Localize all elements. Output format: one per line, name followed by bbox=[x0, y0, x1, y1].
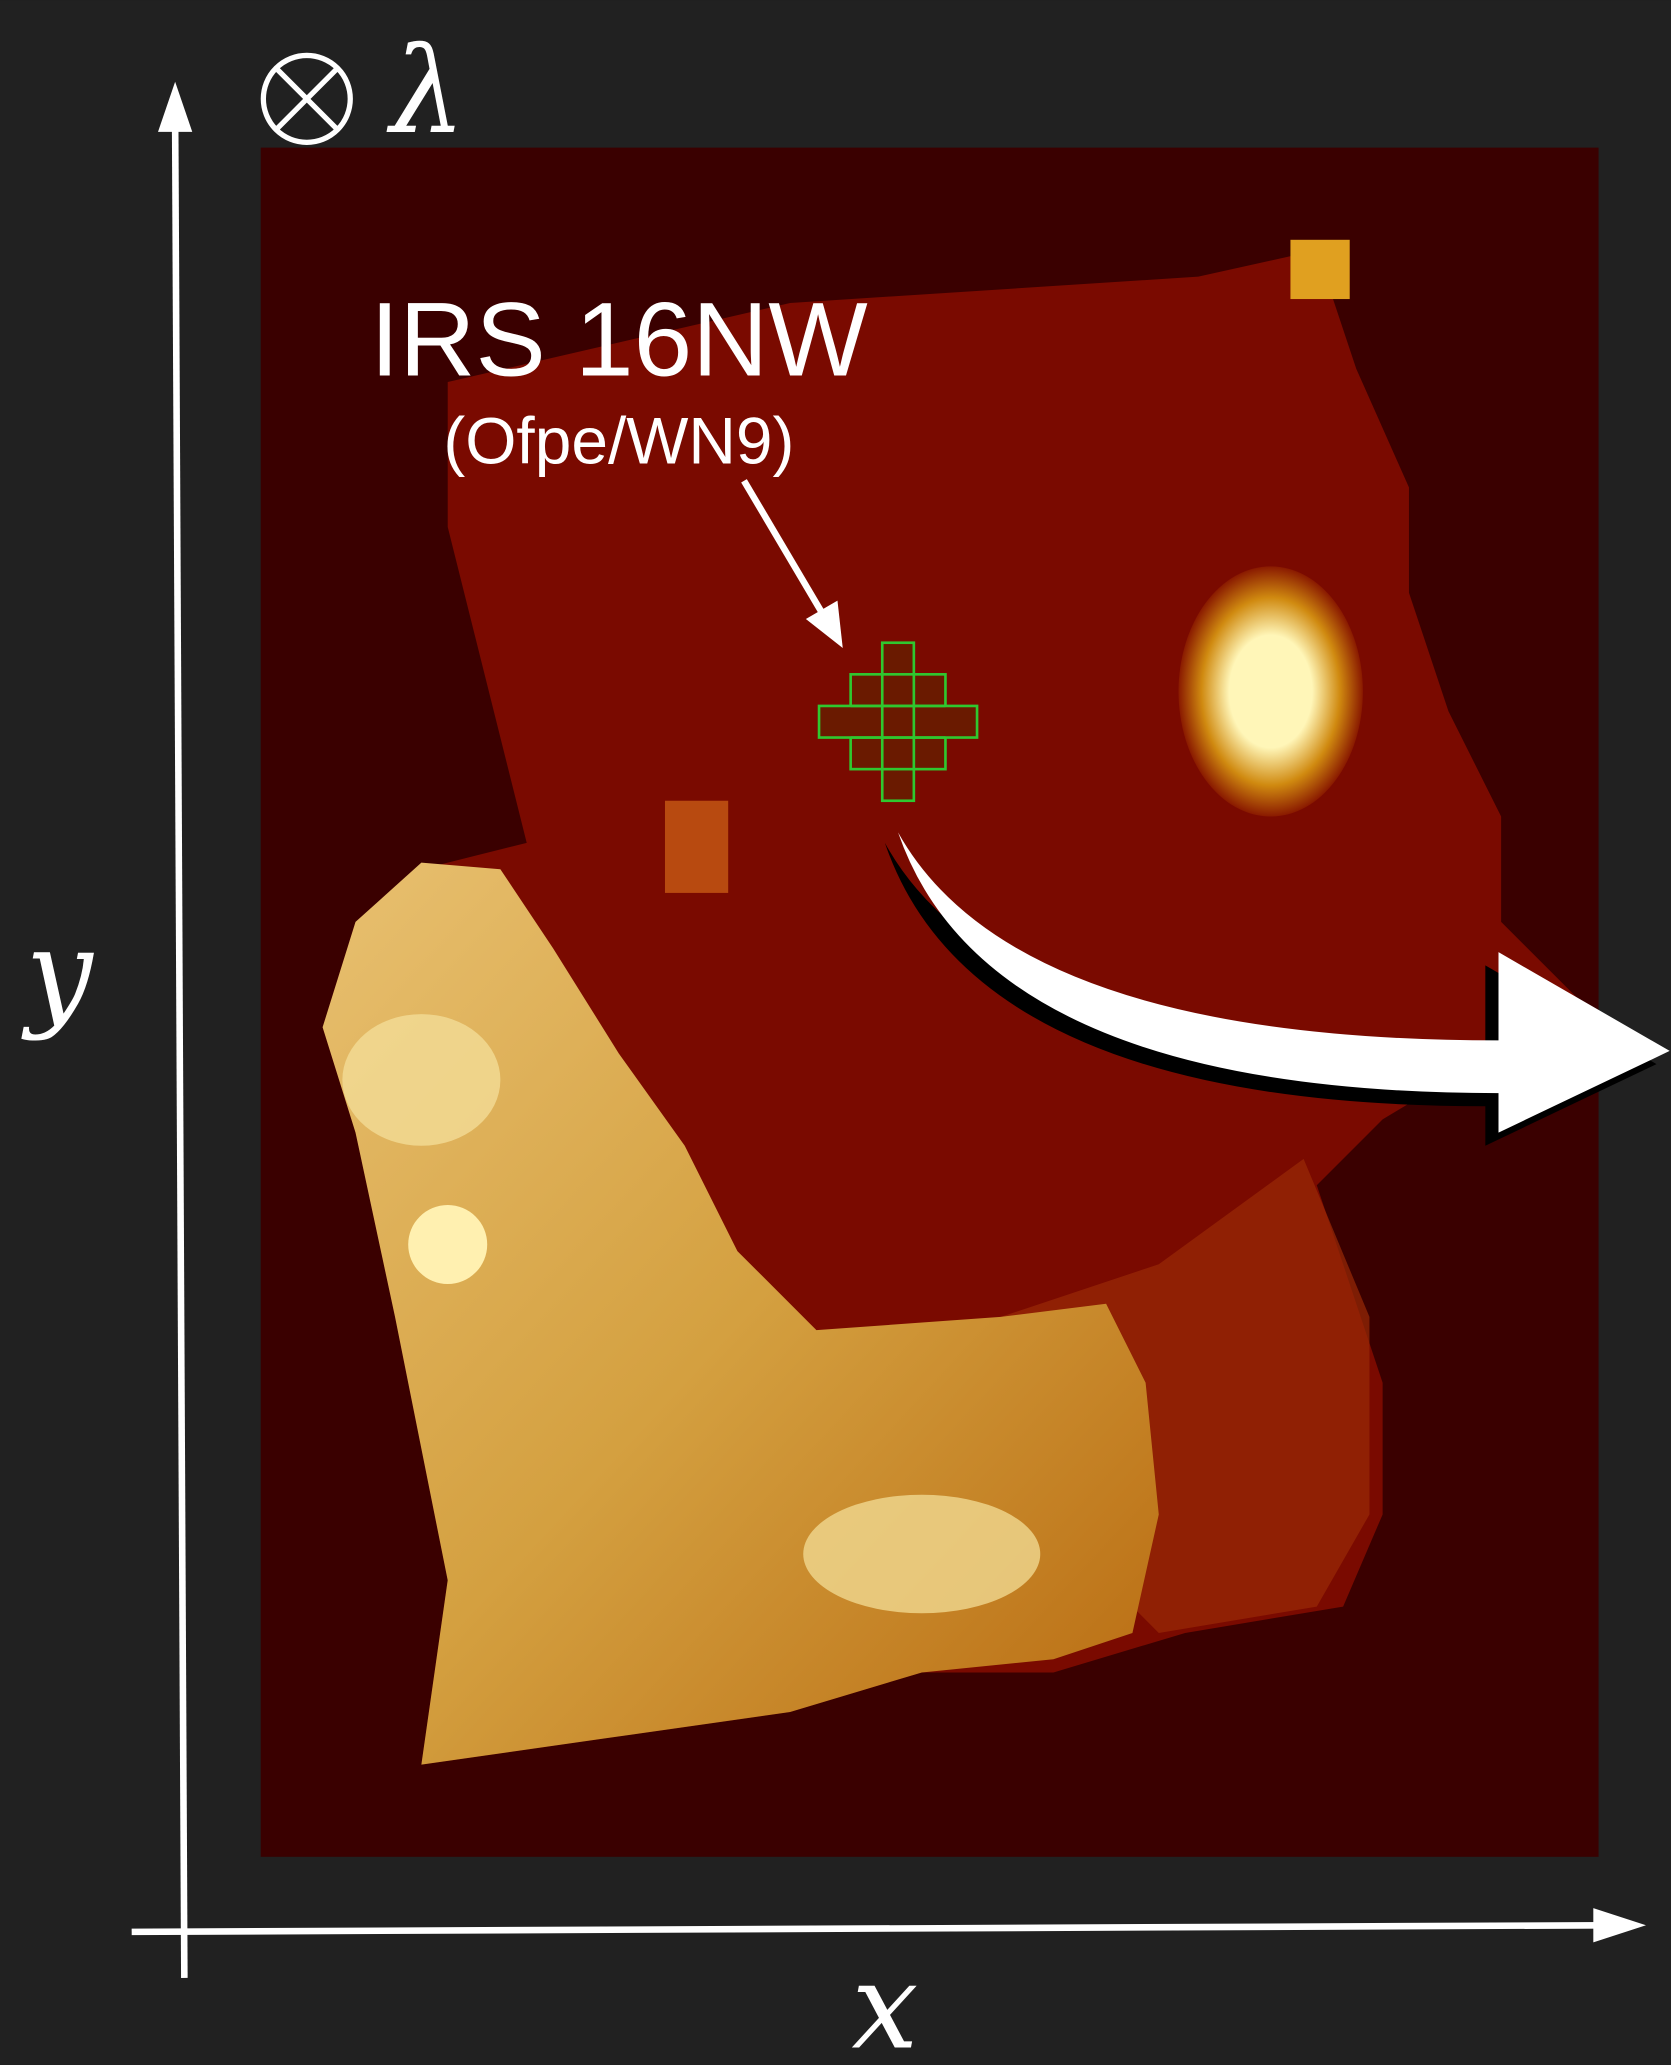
extraction-arrow bbox=[898, 832, 1670, 1133]
pointer-arrow bbox=[741, 479, 833, 628]
bright-patch bbox=[803, 1494, 1041, 1614]
otimes-circle bbox=[260, 52, 353, 145]
pointer-arrowhead bbox=[805, 600, 843, 648]
y-axis-arrowhead bbox=[158, 81, 193, 132]
patch bbox=[664, 800, 729, 893]
aperture bbox=[817, 641, 979, 803]
depth-label: λ bbox=[386, 22, 465, 160]
bright-patch bbox=[408, 1204, 488, 1285]
x-label: x bbox=[851, 1938, 918, 2065]
y-label: y bbox=[21, 904, 95, 1042]
y-axis bbox=[171, 118, 188, 1978]
x-axis bbox=[131, 1921, 1607, 1936]
bright-patch bbox=[342, 1014, 501, 1146]
bright-star bbox=[1178, 566, 1363, 817]
source-type: (Ofpe/WN9) bbox=[443, 404, 794, 478]
x-axis-arrowhead bbox=[1593, 1908, 1646, 1943]
otimes-cross bbox=[274, 66, 339, 132]
source-name: IRS 16NW bbox=[370, 281, 868, 398]
bright-star bbox=[1290, 239, 1350, 300]
